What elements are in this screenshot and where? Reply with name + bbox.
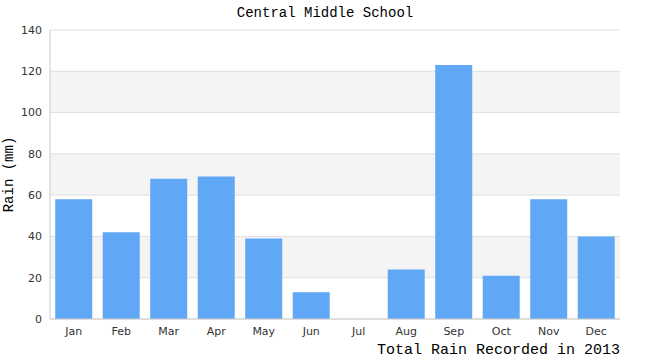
svg-text:Feb: Feb	[112, 325, 131, 338]
svg-text:140: 140	[21, 24, 42, 37]
svg-text:Jun: Jun	[302, 325, 320, 338]
svg-text:100: 100	[21, 106, 42, 119]
svg-text:Apr: Apr	[207, 325, 227, 338]
svg-text:Mar: Mar	[158, 325, 179, 338]
svg-text:Jan: Jan	[64, 325, 82, 338]
svg-text:Oct: Oct	[492, 325, 512, 338]
svg-text:0: 0	[35, 313, 42, 326]
html-text:Total Rain Recorded in 2013: Total Rain Recorded in 2013	[377, 342, 620, 359]
svg-text:May: May	[252, 325, 275, 338]
svg-text:20: 20	[28, 272, 42, 285]
svg-text:Jul: Jul	[351, 325, 365, 338]
svg-text:Dec: Dec	[586, 325, 607, 338]
svg-text:80: 80	[28, 148, 42, 161]
svg-text:Sep: Sep	[443, 325, 464, 338]
svg-text:40: 40	[28, 230, 42, 243]
html-text:Central Middle School: Central Middle School	[236, 5, 414, 21]
svg-text:Nov: Nov	[538, 325, 560, 338]
svg-text:60: 60	[28, 189, 42, 202]
svg-text:120: 120	[21, 65, 42, 78]
svg-text:Aug: Aug	[396, 325, 417, 338]
svg-text:Rain (mm): Rain (mm)	[8, 137, 17, 213]
